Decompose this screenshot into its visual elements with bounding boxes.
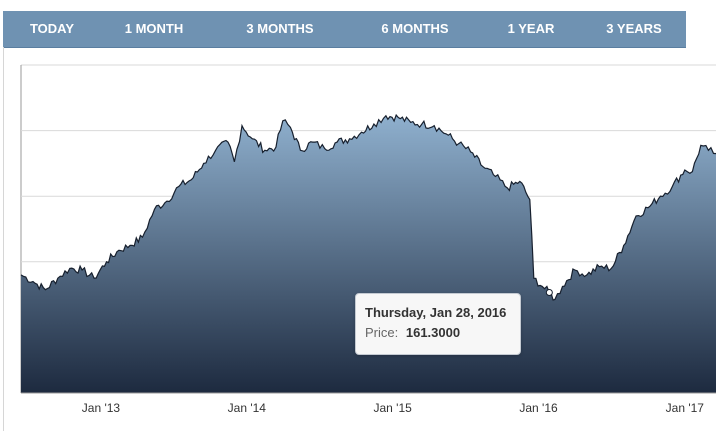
tooltip-price-value: 161.3000 bbox=[405, 325, 461, 340]
x-tick-label: Jan '13 bbox=[82, 401, 121, 415]
chart-frame: Jan '13 Jan '14 Jan '15 Jan '16 Jan '17 bbox=[3, 47, 716, 431]
tab-1-year[interactable]: 1 YEAR bbox=[507, 21, 555, 36]
tooltip-date: Thursday, Jan 28, 2016 bbox=[365, 305, 507, 320]
hover-point-marker bbox=[545, 288, 553, 296]
price-tooltip: Thursday, Jan 28, 2016 Price: 161.3000 bbox=[355, 293, 521, 355]
tooltip-price-label: Price: bbox=[365, 325, 399, 340]
range-tab-bar: TODAY 1 MONTH 3 MONTHS 6 MONTHS 1 YEAR 3 YEAR… bbox=[3, 11, 686, 48]
x-tick-label: Jan '14 bbox=[228, 401, 267, 415]
x-tick-label: Jan '16 bbox=[519, 401, 558, 415]
tab-3-months[interactable]: 3 MONTHS bbox=[246, 21, 314, 36]
tab-6-months[interactable]: 6 MONTHS bbox=[381, 21, 449, 36]
price-series-line bbox=[20, 113, 716, 301]
price-area-fill bbox=[21, 115, 716, 393]
tab-1-month[interactable]: 1 MONTH bbox=[124, 21, 184, 36]
x-tick-label: Jan '17 bbox=[666, 401, 705, 415]
x-tick-label: Jan '15 bbox=[374, 401, 413, 415]
tab-today[interactable]: TODAY bbox=[29, 21, 75, 36]
tooltip-price-row: Price: 161.3000 bbox=[365, 325, 511, 340]
tab-3-years[interactable]: 3 YEARS bbox=[606, 21, 662, 36]
price-area-chart: Jan '13 Jan '14 Jan '15 Jan '16 Jan '17 bbox=[20, 64, 716, 415]
